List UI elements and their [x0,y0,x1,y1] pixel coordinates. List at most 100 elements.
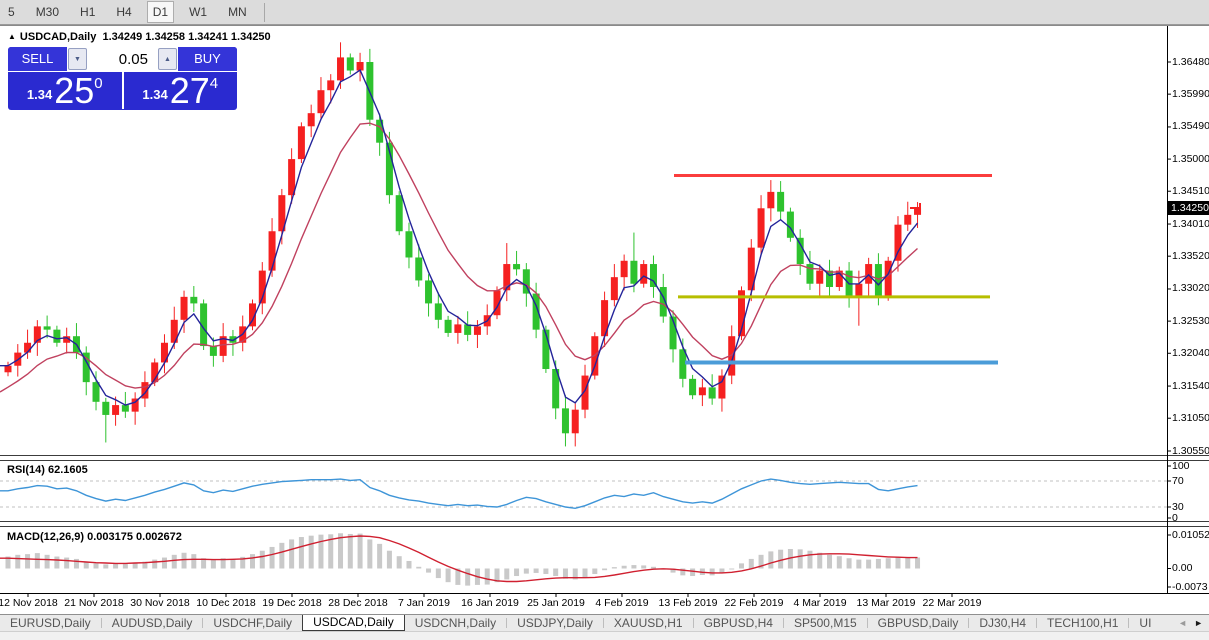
sell-price-small: 1.34 [26,87,53,102]
date-axis-label: 21 Nov 2018 [64,597,124,609]
price-axis-label: 1.32040 [1172,346,1209,359]
chart-tab-gbpusd-daily[interactable]: GBPUSD,Daily [877,616,959,630]
rsi-axis-label: 30 [1172,500,1184,513]
one-click-trading-panel: SELL ▼ ▲ BUY 1.34 25 0 1.34 27 4 [8,47,237,110]
tab-separator [782,618,784,628]
timeframe-button-h1[interactable]: H1 [80,5,96,19]
timeframe-button-5[interactable]: 5 [8,5,15,19]
date-axis-label: 10 Dec 2018 [196,597,256,609]
price-axis-label: 1.36480 [1172,55,1209,68]
date-axis-label: 13 Feb 2019 [658,597,718,609]
price-axis-label: 1.33020 [1172,282,1209,295]
timeframe-button-m30[interactable]: M30 [35,5,60,19]
volume-increase-button[interactable]: ▲ [158,48,177,70]
price-axis-label: 1.31050 [1172,411,1209,424]
price-axis-label: 1.35000 [1172,152,1209,165]
chart-tab-dj30-h4[interactable]: DJ30,H4 [979,616,1027,630]
macd-axis-label: 0.010525 [1172,528,1209,541]
toolbar-separator [263,2,265,22]
chart-tab-eurusd-daily[interactable]: EURUSD,Daily [10,616,91,630]
chart-header: ▲ USDCAD,Daily 1.34249 1.34258 1.34241 1.… [8,31,271,43]
tab-scroll-right-icon[interactable]: ► [1194,618,1203,628]
date-axis-label: 25 Jan 2019 [527,597,585,609]
tab-separator [968,618,970,628]
date-axis-label: 4 Feb 2019 [595,597,649,609]
date-axis-label: 30 Nov 2018 [130,597,190,609]
rsi-line [0,478,918,510]
tab-separator [1128,618,1130,628]
price-axis-label: 1.32530 [1172,314,1209,327]
sell-button[interactable]: SELL [8,47,67,71]
date-axis-label: 28 Dec 2018 [328,597,388,609]
collapse-subwindow-icon[interactable]: ▲ [8,32,16,41]
rsi-axis-label: 0 [1172,511,1178,524]
macd-indicator-label: MACD(12,26,9) 0.003175 0.002672 [7,531,182,543]
volume-decrease-button[interactable]: ▼ [68,48,87,70]
chart-tab-tech100-h1[interactable]: TECH100,H1 [1047,616,1119,630]
date-axis-label: 22 Mar 2019 [922,597,982,609]
buy-price-sup: 4 [209,75,219,92]
volume-input[interactable] [87,48,158,70]
timeframe-toolbar: 5 M30 H1 H4 D1 W1 MN [0,0,1209,25]
timeframe-button-w1[interactable]: W1 [189,5,208,19]
sell-price-sup: 0 [94,75,103,92]
date-axis-label: 13 Mar 2019 [856,597,916,609]
date-axis-label: 19 Dec 2018 [262,597,322,609]
buy-price-box[interactable]: 1.34 27 4 [123,70,237,110]
date-axis-label: 4 Mar 2019 [793,597,847,609]
volume-group: ▼ ▲ [67,47,178,71]
current-price-label: 1.34250 [1167,201,1209,215]
chart-tab-gbpusd-h4[interactable]: GBPUSD,H4 [703,616,773,630]
price-axis-label: 1.35990 [1172,87,1209,100]
chart-tab-ui[interactable]: UI [1139,616,1152,630]
price-axis-label: 1.34510 [1172,184,1209,197]
timeframe-button-h4[interactable]: H4 [116,5,132,19]
timeframe-button-d1[interactable]: D1 [146,1,175,23]
tab-scroll-arrows: ◄ ► [1171,615,1209,631]
status-bar [0,631,1209,640]
forming-candle-marker [910,207,921,209]
tab-separator [1036,618,1038,628]
price-axis-label: 1.33520 [1172,249,1209,262]
chart-tab-xauusd-h1[interactable]: XAUUSD,H1 [613,616,683,630]
price-axis-label: 1.30550 [1172,444,1209,457]
date-axis-label: 12 Nov 2018 [0,597,58,609]
forming-candle-marker [919,203,921,209]
buy-price-small: 1.34 [142,87,168,102]
buy-button[interactable]: BUY [178,47,237,71]
chart-tab-sp500-m15[interactable]: SP500,M15 [793,616,857,630]
buy-price-big: 27 [169,70,210,110]
macd-axis-label: 0.00 [1172,562,1193,574]
date-axis-label: 22 Feb 2019 [724,597,784,609]
chart-tab-usdcnh-daily[interactable]: USDCNH,Daily [414,616,497,630]
slow-ma-line [0,122,918,393]
tab-separator [100,618,102,628]
chart-tab-audusd-daily[interactable]: AUDUSD,Daily [111,616,193,630]
rsi-axis-label: 70 [1172,474,1184,487]
macd-signal-line [0,535,918,583]
tab-separator [866,618,868,628]
tab-separator [202,618,204,628]
sell-price-big: 25 [54,70,95,110]
chart-tab-usdcad-daily[interactable]: USDCAD,Daily [302,615,405,631]
rsi-indicator-label: RSI(14) 62.1605 [7,464,88,476]
tab-scroll-left-icon[interactable]: ◄ [1178,618,1188,628]
fast-ma-line [0,69,919,406]
chart-ohlc-values: 1.34249 1.34258 1.34241 1.34250 [102,31,271,43]
price-axis-label: 1.31540 [1172,379,1209,392]
price-axis-label: 1.35490 [1172,120,1209,133]
tab-separator [602,618,604,628]
price-axis-label: 1.34010 [1172,217,1209,230]
date-axis-label: 7 Jan 2019 [398,597,450,609]
sell-price-box[interactable]: 1.34 25 0 [8,72,122,109]
macd-axis-label: -0.0073 [1172,580,1208,593]
timeframe-button-mn[interactable]: MN [228,5,247,19]
date-axis-label: 16 Jan 2019 [461,597,519,609]
chart-tab-usdchf-daily[interactable]: USDCHF,Daily [213,616,293,630]
chart-symbol-label: USDCAD,Daily [19,31,97,43]
chart-tab-usdjpy-daily[interactable]: USDJPY,Daily [517,616,593,630]
tab-separator [692,618,694,628]
tab-separator [506,618,508,628]
